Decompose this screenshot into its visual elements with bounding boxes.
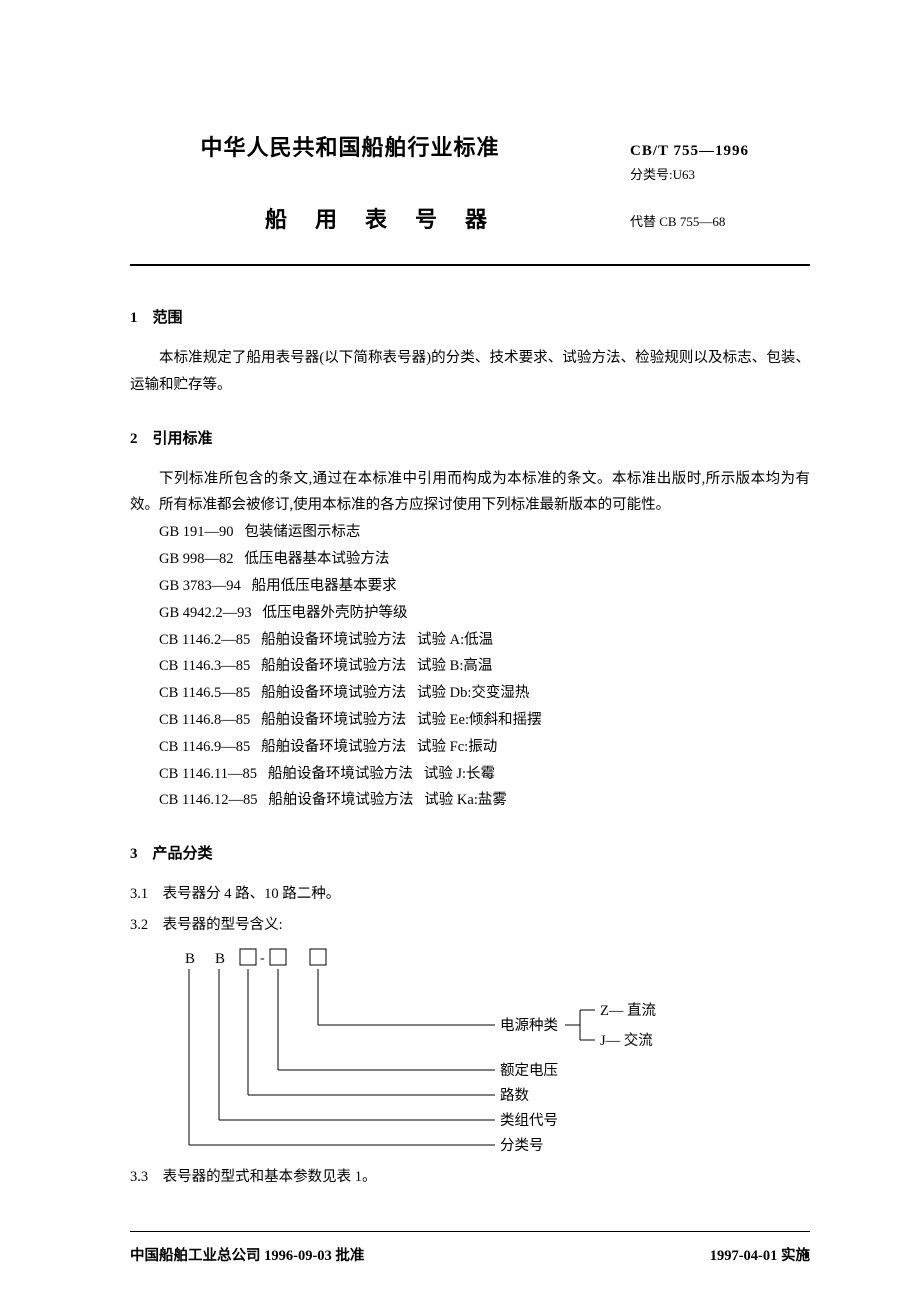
reference-item: GB 191—90 包装储运图示标志 [159, 519, 810, 546]
model-code-diagram: B B - 电源种类 额定电压 路数 类组代号 分类号 Z— 直流 J— 交流 [180, 945, 810, 1160]
sub-title: 船用表号器 [130, 202, 630, 234]
classification-code: 分类号:U63 [630, 165, 810, 185]
reference-item: GB 3783—94 船用低压电器基本要求 [159, 573, 810, 600]
diagram-label-power-type: 电源种类 [500, 1017, 558, 1034]
standard-code: CB/T 755—1996 [630, 140, 810, 163]
section-2-para: 下列标准所包含的条文,通过在本标准中引用而构成为本标准的条文。本标准出版时,所示… [130, 466, 810, 520]
header-right: CB/T 755—1996 分类号:U63 代替 CB 755—68 [630, 130, 810, 232]
section-3-item-2: 3.2 表号器的型号含义: [130, 912, 810, 939]
diagram-box [240, 949, 256, 965]
diagram-svg: B B - 电源种类 额定电压 路数 类组代号 分类号 Z— 直流 J— 交流 [180, 945, 720, 1155]
svg-text:-: - [260, 951, 265, 966]
replace-code: 代替 CB 755—68 [630, 212, 810, 232]
section-3-item-3: 3.3 表号器的型式和基本参数见表 1。 [130, 1164, 810, 1191]
reference-item: CB 1146.9—85 船舶设备环境试验方法 试验 Fc:振动 [159, 734, 810, 761]
reference-list: GB 191—90 包装储运图示标志 GB 998—82 低压电器基本试验方法 … [159, 519, 810, 814]
diagram-label-circuits: 路数 [500, 1087, 529, 1104]
header: 中华人民共和国船舶行业标准 船用表号器 CB/T 755—1996 分类号:U6… [130, 130, 810, 234]
reference-item: CB 1146.5—85 船舶设备环境试验方法 试验 Db:交变湿热 [159, 680, 810, 707]
diagram-label-rated-voltage: 额定电压 [500, 1062, 558, 1079]
divider-top [130, 264, 810, 266]
reference-item: CB 1146.12—85 船舶设备环境试验方法 试验 Ka:盐雾 [159, 787, 810, 814]
reference-item: CB 1146.8—85 船舶设备环境试验方法 试验 Ee:倾斜和摇摆 [159, 707, 810, 734]
diagram-label-z: Z— 直流 [600, 1002, 656, 1019]
section-1-title: 1 范围 [130, 306, 810, 327]
footer-right: 1997-04-01 实施 [710, 1244, 810, 1265]
diagram-box [310, 949, 326, 965]
page-number: 1 [804, 1246, 811, 1262]
diagram-letter-b2: B [215, 951, 225, 967]
reference-item: CB 1146.2—85 船舶设备环境试验方法 试验 A:低温 [159, 627, 810, 654]
footer: 中国船舶工业总公司 1996-09-03 批准 1997-04-01 实施 [130, 1244, 810, 1265]
main-title: 中华人民共和国船舶行业标准 [130, 130, 630, 162]
divider-bottom [130, 1231, 810, 1232]
diagram-box [270, 949, 286, 965]
diagram-label-group-code: 类组代号 [500, 1112, 558, 1129]
section-2-title: 2 引用标准 [130, 427, 810, 448]
title-block: 中华人民共和国船舶行业标准 船用表号器 [130, 130, 630, 234]
reference-item: GB 998—82 低压电器基本试验方法 [159, 546, 810, 573]
diagram-label-j: J— 交流 [600, 1031, 653, 1049]
diagram-label-class-code: 分类号 [500, 1137, 544, 1154]
footer-left: 中国船舶工业总公司 1996-09-03 批准 [130, 1244, 364, 1265]
section-3-title: 3 产品分类 [130, 842, 810, 863]
reference-item: CB 1146.3—85 船舶设备环境试验方法 试验 B:高温 [159, 653, 810, 680]
reference-item: CB 1146.11—85 船舶设备环境试验方法 试验 J:长霉 [159, 761, 810, 788]
reference-item: GB 4942.2—93 低压电器外壳防护等级 [159, 600, 810, 627]
section-3-item-1: 3.1 表号器分 4 路、10 路二种。 [130, 881, 810, 908]
section-1-para: 本标准规定了船用表号器(以下简称表号器)的分类、技术要求、试验方法、检验规则以及… [130, 345, 810, 399]
diagram-letter-b1: B [185, 951, 195, 967]
